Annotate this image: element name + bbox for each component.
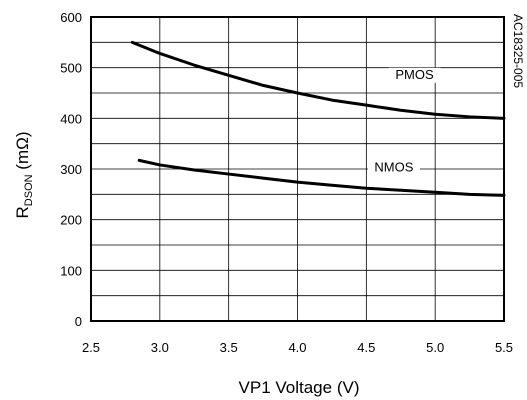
y-axis-title-unit: (mΩ)	[13, 132, 32, 175]
series-line-nmos	[137, 158, 506, 197]
x-tick-label: 3.5	[220, 340, 238, 355]
x-tick-label: 4.5	[357, 340, 375, 355]
y-tick-label: 200	[60, 213, 82, 228]
series-label-nmos: NMOS	[374, 160, 413, 175]
y-tick-label: 100	[60, 263, 82, 278]
y-tick-label: 600	[60, 10, 82, 25]
y-axis-title-sub: DSON	[23, 174, 35, 206]
y-tick-labels: 0 100 200 300 400 500 600	[60, 10, 82, 329]
y-tick-label: 400	[60, 111, 82, 126]
x-axis-title: VP1 Voltage (V)	[239, 378, 360, 397]
series-layer	[130, 40, 506, 197]
y-tick-label: 500	[60, 61, 82, 76]
y-tick-label: 300	[60, 162, 82, 177]
series-label-bg	[388, 67, 441, 83]
x-tick-labels: 2.5 3.0 3.5 4.0 4.5 5.0 5.5	[82, 340, 513, 355]
series-line-pmos	[130, 40, 506, 120]
x-tick-label: 5.0	[426, 340, 444, 355]
figure-id: AC18325-005	[511, 14, 525, 88]
x-tick-label: 4.0	[288, 340, 306, 355]
grid-lines	[91, 17, 504, 321]
y-tick-label: 0	[75, 314, 82, 329]
plot-area-frame	[90, 16, 505, 322]
series-labels: PMOS NMOS	[367, 67, 441, 176]
y-axis-title: RDSON (mΩ)	[13, 132, 35, 219]
series-label-pmos: PMOS	[395, 67, 434, 82]
y-axis-title-main: R	[13, 206, 32, 218]
x-tick-label: 5.5	[495, 340, 513, 355]
series-label-bg	[367, 160, 420, 176]
x-tick-label: 3.0	[151, 340, 169, 355]
x-tick-label: 2.5	[82, 340, 100, 355]
